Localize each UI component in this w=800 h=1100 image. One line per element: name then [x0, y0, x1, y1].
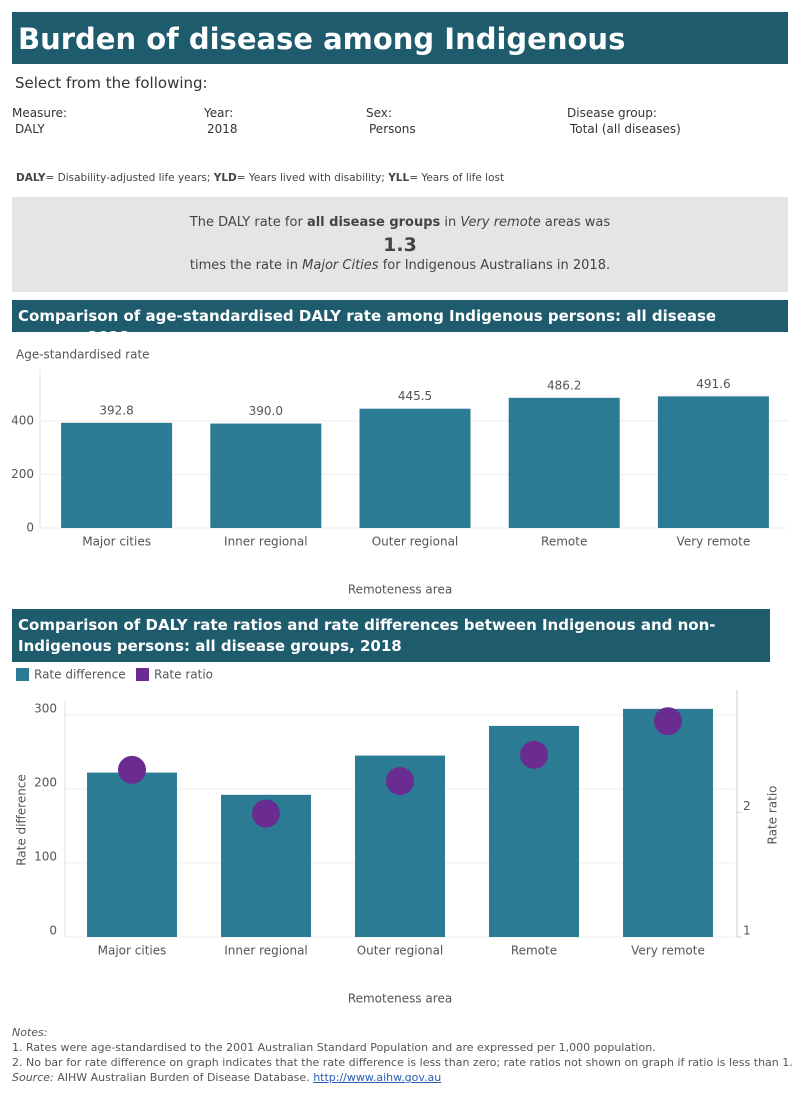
y-tick-label: 0 — [26, 521, 34, 535]
legend-swatch — [16, 668, 29, 681]
source-text: AIHW Australian Burden of Disease Databa… — [57, 1071, 310, 1084]
summary-text: for Indigenous Australians in 2018. — [382, 258, 611, 273]
bar — [359, 408, 471, 528]
summary-group: all disease groups — [306, 215, 441, 230]
source-label: Source: — [12, 1071, 54, 1084]
summary-ratio: 1.3 — [383, 234, 417, 256]
y2-axis-label: Rate ratio — [766, 786, 780, 845]
abbreviations: DALY= Disability-adjusted life years; YL… — [16, 172, 504, 184]
y2-tick-label: 1 — [743, 924, 751, 938]
bar — [87, 772, 177, 937]
abbr-term: YLL — [388, 172, 410, 184]
summary-text: The DALY rate for — [189, 215, 303, 230]
dot — [118, 755, 146, 784]
legend-label: Rate difference — [34, 668, 126, 682]
y-tick-label: 100 — [34, 849, 57, 863]
dot — [386, 767, 414, 796]
abbr-text: = Years lived with disability; — [236, 172, 385, 184]
abbr-term: YLD — [213, 172, 237, 184]
filter-value[interactable]: DALY — [15, 122, 45, 136]
x-axis-label: Remoteness area — [348, 992, 452, 1006]
value-label: 390.0 — [249, 404, 283, 418]
source-link[interactable]: http://www.aihw.gov.au — [313, 1071, 442, 1084]
x-tick-label: Very remote — [631, 944, 705, 958]
bar — [210, 423, 322, 528]
filter-value[interactable]: 2018 — [207, 122, 238, 136]
summary-reference: Major Cities — [302, 258, 379, 273]
legend-swatch — [136, 668, 149, 681]
bar — [657, 396, 769, 528]
summary-text: areas was — [544, 215, 611, 230]
bar — [623, 708, 713, 937]
y-tick-label: 400 — [11, 413, 34, 427]
y-tick-label: 0 — [49, 924, 57, 938]
notes-heading: Notes: — [12, 1026, 48, 1039]
chart-title: Comparison of DALY rate ratios and rate … — [12, 609, 770, 662]
abbr-text: = Years of life lost — [409, 172, 505, 184]
x-tick-label: Inner regional — [224, 944, 308, 958]
abbr-text: = Disability-adjusted life years; — [45, 172, 211, 184]
x-tick-label: Major cities — [98, 944, 167, 958]
page-title: Burden of disease among Indigenous Austr… — [12, 12, 788, 110]
abbr-term: DALY — [16, 172, 46, 184]
x-tick-label: Very remote — [677, 535, 751, 549]
filter-value[interactable]: Persons — [369, 122, 416, 136]
value-label: 445.5 — [398, 389, 432, 403]
summary-text: in — [444, 215, 457, 230]
summary-area: Very remote — [460, 215, 541, 230]
bar — [508, 397, 620, 528]
value-label: 486.2 — [547, 378, 581, 392]
summary-text: times the rate in — [189, 258, 299, 273]
dot — [520, 740, 548, 769]
y-axis-label: Age-standardised rate — [16, 348, 150, 362]
value-label: 392.8 — [99, 403, 133, 417]
dot — [654, 707, 682, 736]
y2-tick-label: 2 — [743, 799, 751, 813]
filter-label: Measure: — [12, 106, 68, 120]
prompt: Select from the following: — [15, 74, 208, 92]
y-axis-label: Rate difference — [15, 774, 29, 866]
dot — [252, 799, 280, 828]
x-axis-label: Remoteness area — [348, 583, 452, 597]
notes: Notes: 1. Rates were age-standardised to… — [12, 1025, 793, 1085]
x-tick-label: Outer regional — [357, 944, 444, 958]
x-tick-label: Inner regional — [224, 535, 308, 549]
filter-label: Sex: — [366, 106, 392, 120]
summary-box: The DALY rate for all disease groups in … — [12, 197, 788, 292]
y-tick-label: 300 — [34, 701, 57, 715]
value-label: 491.6 — [696, 377, 730, 391]
note: 1. Rates were age-standardised to the 20… — [12, 1041, 656, 1054]
legend-label: Rate ratio — [154, 668, 213, 682]
filter-label: Year: — [204, 106, 234, 120]
x-tick-label: Outer regional — [372, 535, 459, 549]
y-tick-label: 200 — [34, 775, 57, 789]
note: 2. No bar for rate difference on graph i… — [12, 1056, 793, 1069]
x-tick-label: Remote — [511, 944, 557, 958]
filter-value[interactable]: Total (all diseases) — [570, 122, 681, 136]
y-tick-label: 200 — [11, 467, 34, 481]
chart-title: Comparison of age-standardised DALY rate… — [12, 300, 788, 346]
filter-label: Disease group: — [567, 106, 657, 120]
x-tick-label: Remote — [541, 535, 587, 549]
x-tick-label: Major cities — [82, 535, 151, 549]
bar — [61, 422, 173, 528]
